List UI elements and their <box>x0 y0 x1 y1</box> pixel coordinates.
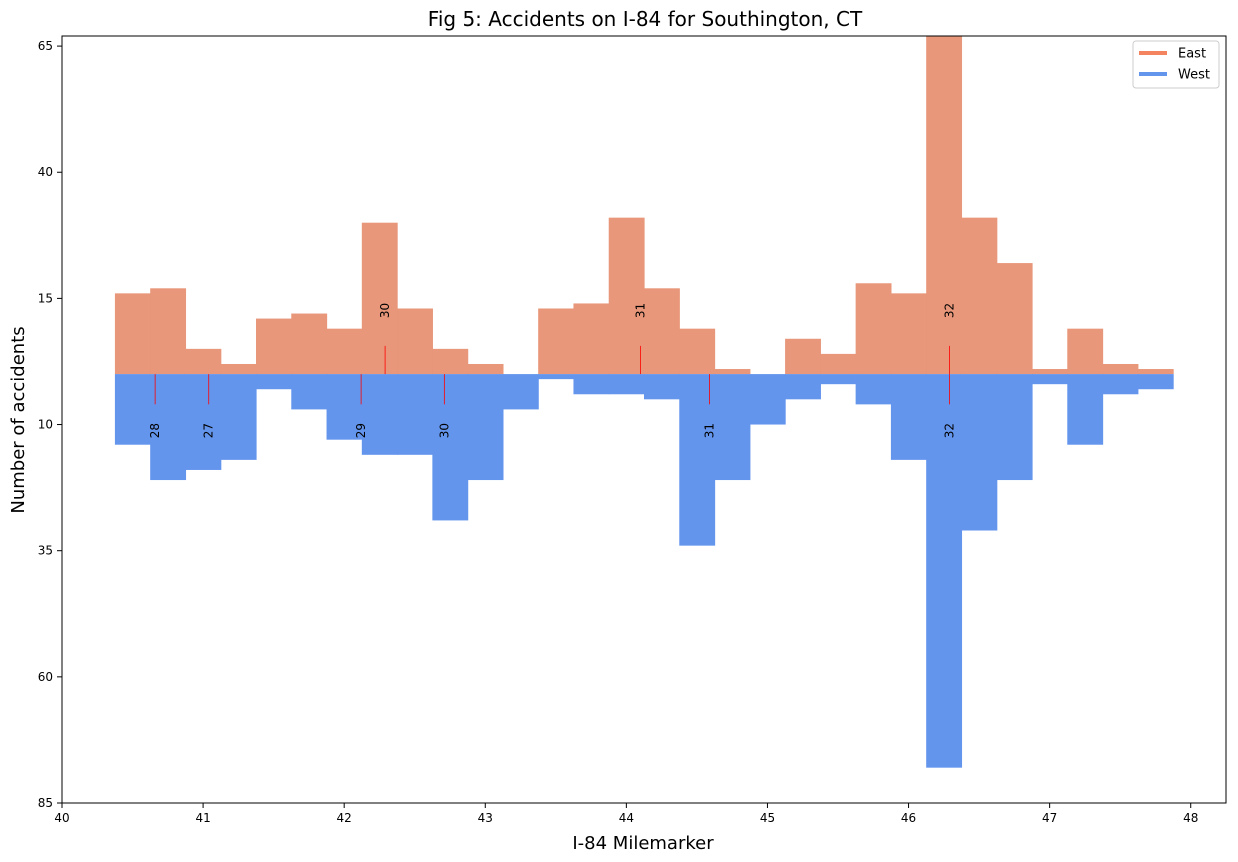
east-bar <box>890 293 927 375</box>
east-bar <box>256 318 292 375</box>
y-tick-label: 65 <box>38 39 53 53</box>
x-tick-label: 46 <box>901 811 916 825</box>
east-bar <box>996 263 1033 375</box>
west-bar <box>679 374 716 546</box>
west-bar <box>573 374 610 395</box>
west-bar <box>361 374 398 455</box>
y-tick-label: 15 <box>38 291 53 305</box>
y-tick-label: 60 <box>38 670 53 684</box>
west-bar <box>432 374 469 521</box>
west-bar <box>996 374 1033 481</box>
east-bar <box>855 283 892 375</box>
east-bars <box>114 36 1174 375</box>
east-bar <box>432 348 469 375</box>
east-bar <box>785 338 821 375</box>
west-exit-label: 28 <box>148 423 162 438</box>
x-tick-label: 41 <box>195 811 210 825</box>
x-axis-ticks: 40 41 42 43 44 45 46 47 48 <box>54 803 1198 825</box>
east-bar <box>679 328 716 375</box>
west-exit-label: 27 <box>202 423 216 438</box>
legend-label-east: East <box>1178 47 1206 62</box>
west-bar <box>855 374 892 405</box>
east-bar <box>1137 369 1174 375</box>
east-bar <box>538 308 575 375</box>
west-bar <box>608 374 645 395</box>
east-bar <box>961 217 998 375</box>
east-exit-label: 31 <box>633 303 647 318</box>
west-bar <box>961 374 998 531</box>
east-exit-label: 30 <box>378 303 392 318</box>
west-bar <box>185 374 222 470</box>
east-bar <box>1032 369 1068 375</box>
x-tick-label: 42 <box>337 811 352 825</box>
west-bar <box>785 374 821 400</box>
west-bar <box>150 374 187 481</box>
y-tick-label: 40 <box>38 165 53 179</box>
west-bar <box>326 374 363 440</box>
west-bar <box>926 374 963 768</box>
west-bar <box>1067 374 1104 445</box>
west-exit-label: 31 <box>703 423 717 438</box>
x-tick-label: 40 <box>54 811 69 825</box>
east-bar <box>185 348 222 375</box>
east-bar <box>114 293 151 375</box>
west-bar <box>114 374 151 445</box>
y-axis-ticks: 65 40 15 10 35 60 85 <box>38 39 62 810</box>
west-exit-label: 29 <box>354 423 368 438</box>
west-bar <box>890 374 927 460</box>
east-bar <box>644 288 680 375</box>
west-bar <box>291 374 328 410</box>
west-bar <box>397 374 433 455</box>
legend: East West <box>1132 40 1220 89</box>
east-bar <box>714 369 751 375</box>
west-bar <box>1137 374 1174 390</box>
east-bar <box>467 363 504 375</box>
y-tick-label: 35 <box>38 544 53 558</box>
x-tick-label: 47 <box>1042 811 1057 825</box>
east-bar <box>1102 363 1139 375</box>
chart-title: Fig 5: Accidents on I-84 for Southington… <box>428 7 863 31</box>
east-bar <box>608 217 645 375</box>
east-bar <box>326 328 363 375</box>
west-bar <box>467 374 504 481</box>
y-axis-title: Number of accidents <box>8 326 29 513</box>
west-bar <box>502 374 539 410</box>
y-tick-label: 85 <box>38 796 53 810</box>
east-bar <box>1067 328 1104 375</box>
east-exit-label: 32 <box>942 303 956 318</box>
x-tick-label: 43 <box>478 811 493 825</box>
west-exit-label: 32 <box>942 423 956 438</box>
west-bar <box>820 374 857 385</box>
west-bar <box>749 374 786 425</box>
east-bar <box>220 363 257 375</box>
west-bar <box>220 374 257 460</box>
east-bar <box>397 308 433 375</box>
x-tick-label: 48 <box>1183 811 1198 825</box>
east-bar <box>150 288 187 375</box>
x-tick-label: 44 <box>619 811 634 825</box>
exit-markers: 30 31 32 28 27 29 30 31 32 <box>148 303 956 438</box>
legend-label-west: West <box>1178 68 1210 83</box>
east-bar <box>926 36 963 375</box>
west-bar <box>256 374 292 390</box>
east-bar <box>573 303 610 375</box>
west-exit-label: 30 <box>437 423 451 438</box>
east-bar <box>291 313 328 375</box>
y-tick-label: 10 <box>38 418 53 432</box>
x-axis-title: I-84 Milemarker <box>572 833 714 854</box>
east-bar <box>820 353 857 375</box>
west-bar <box>644 374 680 400</box>
plot-frame <box>61 35 1227 804</box>
west-bars <box>114 374 1174 768</box>
east-bar <box>361 222 398 375</box>
x-tick-label: 45 <box>760 811 775 825</box>
west-bar <box>1102 374 1139 395</box>
west-bar <box>1032 374 1068 385</box>
west-bar <box>714 374 751 481</box>
west-bar <box>538 374 575 380</box>
